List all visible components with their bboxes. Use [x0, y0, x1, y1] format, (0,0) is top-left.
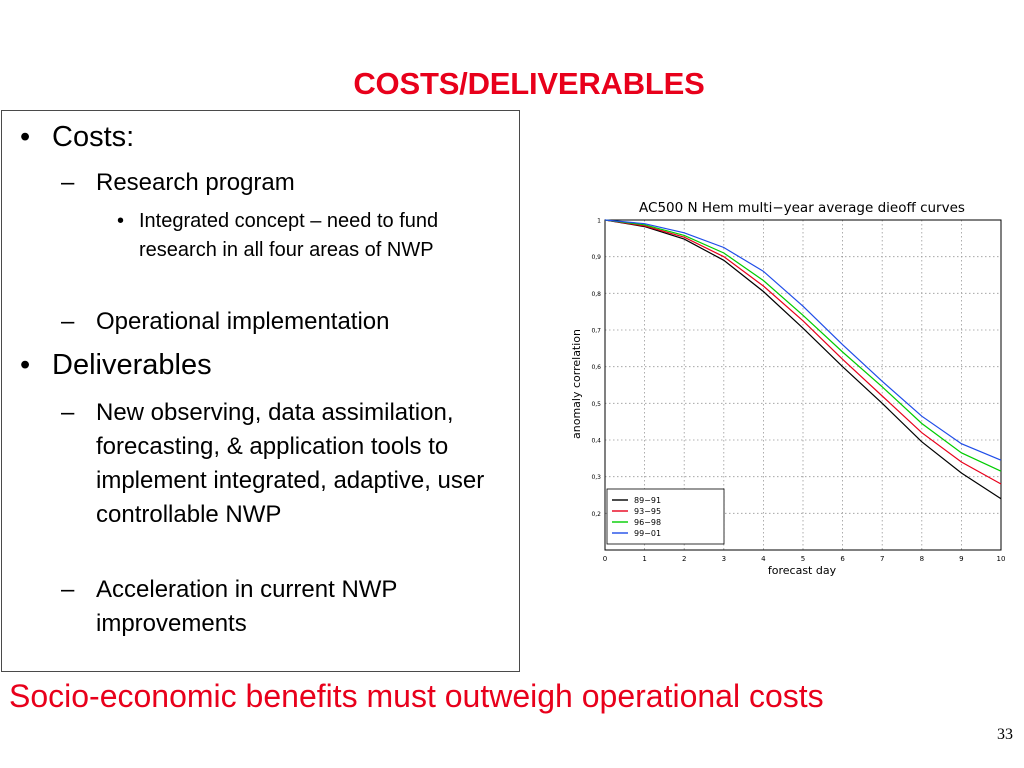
bullet-dot-icon: •	[20, 349, 31, 381]
series-line-89-91	[604, 219, 1002, 500]
y-tick-label: 0,2	[591, 511, 601, 518]
dash-icon: –	[61, 308, 75, 335]
chart-grid	[605, 220, 1001, 550]
acceleration-text: Acceleration in current NWP improvements	[96, 576, 398, 637]
footer-note: Socio-economic benefits must outweigh op…	[9, 678, 824, 714]
x-tick-label: 6	[840, 555, 845, 563]
chart-ticks: 0 1 2 3 4 5 6 7 8 9 10 0,2 0,3 0,4 0,5 0,6 0,7 0,8 0,9 1	[591, 218, 1005, 564]
x-tick-label: 0	[603, 555, 607, 563]
costs-label: Costs:	[52, 121, 135, 153]
operational-implementation-text: Operational implementation	[96, 308, 390, 335]
dash-icon: –	[61, 399, 75, 426]
x-tick-label: 3	[722, 555, 726, 563]
chart-title: AC500 N Hem multi−year average dieoff cu…	[639, 200, 965, 216]
y-tick-label: 1	[597, 218, 601, 225]
y-tick-label: 0,6	[591, 364, 601, 371]
page-number: 33	[997, 726, 1013, 743]
y-tick-label: 0,8	[591, 291, 601, 298]
x-tick-label: 5	[801, 555, 805, 563]
bullet-dot-icon: •	[117, 210, 125, 232]
legend-label: 99−01	[634, 529, 661, 538]
new-tools-text: New observing, data assimilation, foreca…	[96, 399, 485, 528]
y-tick-label: 0,9	[591, 254, 601, 261]
legend-label: 93−95	[634, 507, 661, 516]
legend-label: 89−91	[634, 496, 661, 505]
x-axis-label: forecast day	[768, 564, 837, 577]
bullet-dot-icon: •	[20, 121, 31, 153]
dieoff-chart: AC500 N Hem multi−year average dieoff cu…	[521, 183, 1023, 583]
slide-title: COSTS/DELIVERABLES	[353, 66, 705, 101]
x-tick-label: 2	[682, 555, 686, 563]
series-line-96-98	[604, 219, 1002, 472]
legend-label: 96−98	[634, 518, 661, 527]
y-tick-label: 0,5	[591, 401, 601, 408]
integrated-concept-text: Integrated concept – need to fund resear…	[139, 210, 439, 261]
x-tick-label: 9	[959, 555, 963, 563]
chart-lines	[604, 219, 1002, 500]
series-line-99-01	[604, 219, 1002, 461]
x-tick-label: 4	[761, 555, 766, 563]
y-axis-label: anomaly correlation	[570, 329, 583, 439]
x-tick-label: 1	[642, 555, 646, 563]
content-box: • Costs: – Research program • Integrated…	[1, 110, 520, 672]
dash-icon: –	[61, 576, 75, 603]
y-tick-label: 0,4	[591, 438, 601, 445]
dash-icon: –	[61, 169, 75, 196]
x-tick-label: 10	[997, 555, 1006, 563]
chart-legend: 89−91 93−95 96−98 99−01	[606, 488, 725, 545]
chart-svg: AC500 N Hem multi−year average dieoff cu…	[570, 200, 1005, 577]
deliverables-label: Deliverables	[52, 349, 212, 381]
y-tick-label: 0,7	[591, 328, 601, 335]
plot-frame	[604, 219, 1002, 551]
legend-box	[606, 488, 725, 545]
x-tick-label: 8	[920, 555, 924, 563]
research-program-text: Research program	[96, 169, 295, 196]
y-tick-label: 0,3	[591, 474, 601, 481]
series-line-93-95	[604, 219, 1002, 485]
x-tick-label: 7	[880, 555, 884, 563]
